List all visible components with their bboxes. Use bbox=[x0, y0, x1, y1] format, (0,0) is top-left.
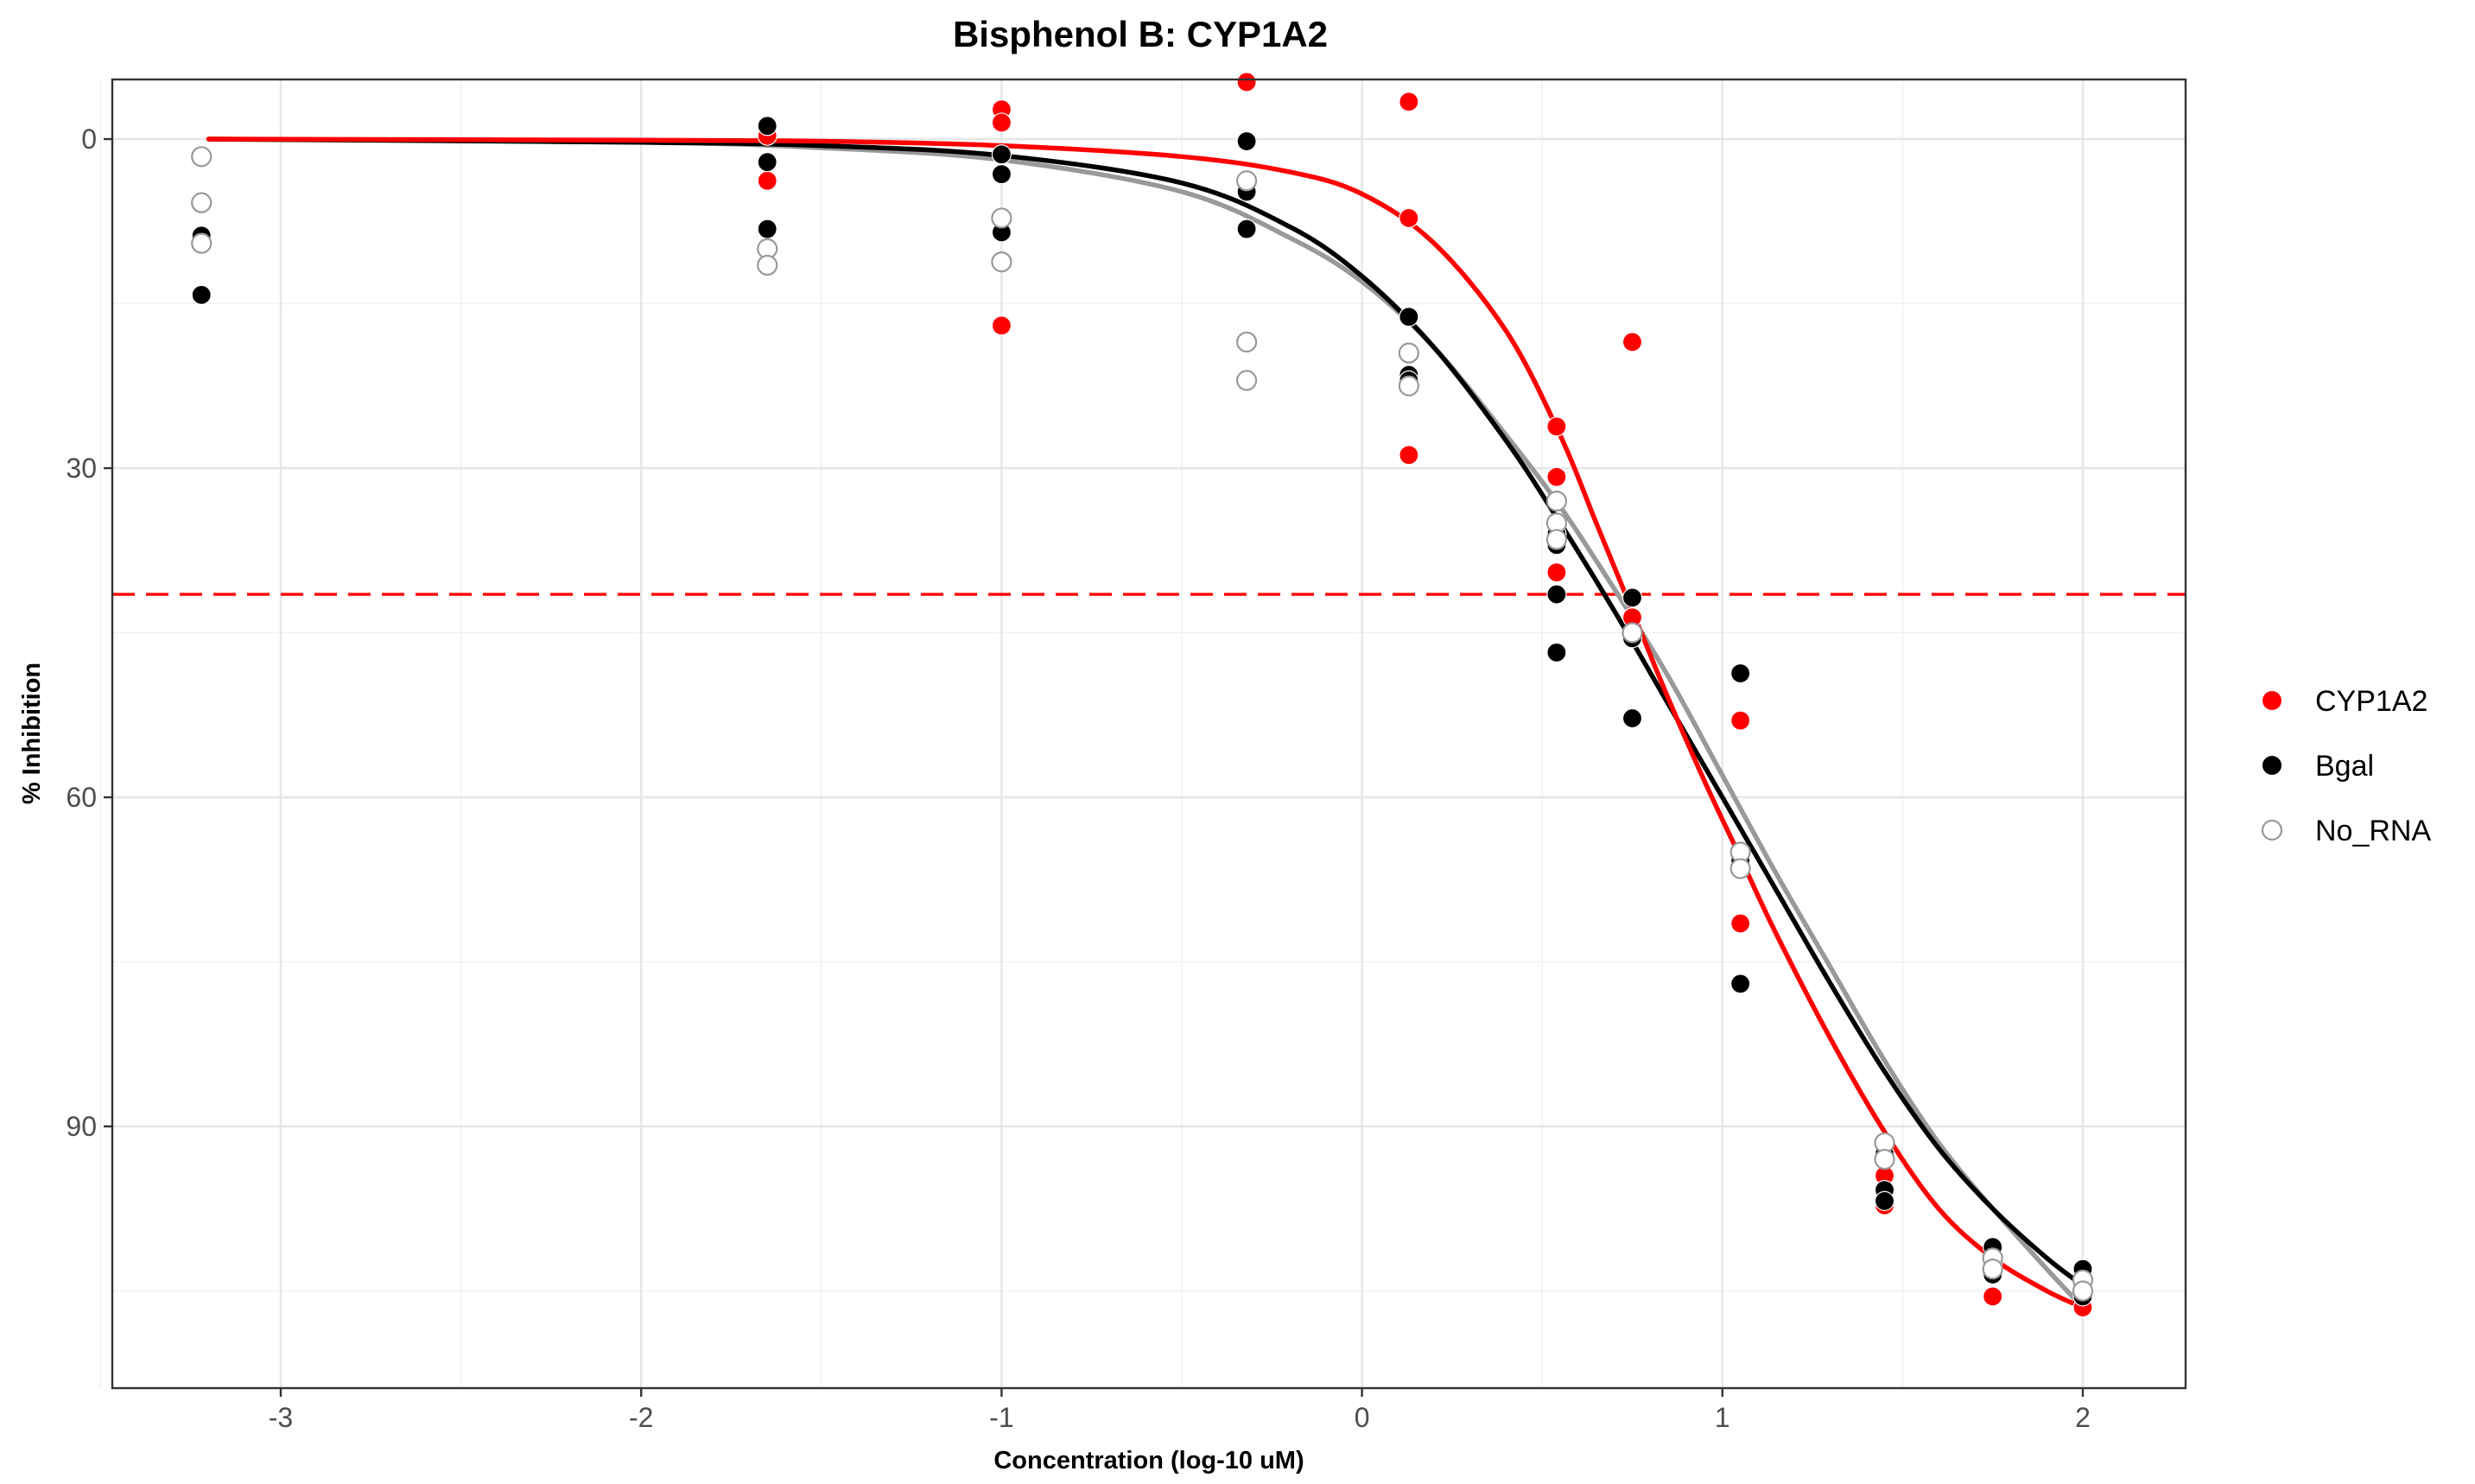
point-cyp1a2 bbox=[1621, 332, 1643, 352]
point-no-rna bbox=[1621, 622, 1643, 644]
point-cyp1a2 bbox=[991, 315, 1012, 336]
y-tick-label: 0 bbox=[81, 124, 97, 155]
point-bgal bbox=[991, 164, 1012, 185]
point-bgal bbox=[1546, 584, 1567, 605]
point-bgal bbox=[1874, 1190, 1895, 1211]
point-no-rna bbox=[1545, 529, 1567, 550]
point-cyp1a2 bbox=[1546, 466, 1567, 487]
x-axis: -3 -2 -1 0 1 2 bbox=[269, 1388, 2091, 1433]
point-bgal bbox=[1730, 973, 1751, 994]
point-cyp1a2 bbox=[1983, 1286, 2003, 1307]
point-no-rna bbox=[991, 251, 1012, 273]
x-tick-label: -2 bbox=[629, 1402, 653, 1433]
x-axis-title: Concentration (log-10 uM) bbox=[993, 1447, 1304, 1474]
point-cyp1a2 bbox=[1730, 710, 1751, 731]
point-bgal bbox=[1621, 587, 1643, 608]
fit-curve-cyp1a2 bbox=[206, 136, 2085, 1310]
point-cyp1a2 bbox=[1399, 207, 1419, 229]
point-bgal bbox=[1546, 642, 1567, 663]
point-bgal bbox=[1236, 130, 1257, 152]
point-cyp1a2 bbox=[1546, 416, 1567, 437]
point-cyp1a2 bbox=[757, 170, 777, 191]
point-bgal bbox=[1621, 707, 1643, 729]
point-cyp1a2 bbox=[1399, 445, 1419, 466]
plot-panel bbox=[99, 72, 2187, 1390]
legend-key-bgal bbox=[2262, 756, 2281, 775]
point-no-rna bbox=[1982, 1258, 2003, 1280]
fit-curves bbox=[206, 136, 2085, 1310]
point-no-rna bbox=[1235, 170, 1258, 192]
chart-title: Bisphenol B: CYP1A2 bbox=[953, 14, 1328, 54]
point-no-rna bbox=[1398, 342, 1419, 364]
point-bgal bbox=[757, 152, 777, 173]
x-tick-label: 2 bbox=[2075, 1402, 2091, 1433]
point-no-rna bbox=[991, 207, 1012, 229]
point-bgal bbox=[191, 284, 212, 305]
x-tick-label: -1 bbox=[989, 1402, 1013, 1433]
point-no-rna bbox=[1235, 370, 1258, 391]
point-bgal bbox=[757, 116, 777, 136]
point-no-rna bbox=[191, 192, 213, 213]
point-bgal bbox=[757, 219, 777, 239]
point-no-rna bbox=[2072, 1280, 2094, 1302]
point-no-rna bbox=[191, 232, 213, 254]
legend-key-cyp1a2 bbox=[2262, 691, 2281, 710]
point-cyp1a2 bbox=[1546, 562, 1567, 583]
legend-label-no-rna: No_RNA bbox=[2315, 815, 2431, 847]
point-cyp1a2 bbox=[1730, 913, 1751, 934]
x-tick-label: 1 bbox=[1715, 1402, 1730, 1433]
fit-curve-bgal bbox=[206, 136, 2085, 1288]
y-tick-label: 60 bbox=[66, 782, 97, 813]
point-bgal bbox=[1399, 307, 1419, 327]
point-bgal bbox=[991, 144, 1012, 165]
point-no-rna bbox=[757, 254, 778, 276]
point-no-rna bbox=[1235, 331, 1258, 353]
point-no-rna bbox=[1729, 858, 1751, 879]
x-tick-label: 0 bbox=[1355, 1402, 1370, 1433]
fit-curve-no-rna bbox=[206, 136, 2085, 1310]
y-tick-label: 30 bbox=[66, 453, 97, 484]
grid bbox=[99, 79, 2186, 1388]
x-tick-label: -3 bbox=[269, 1402, 293, 1433]
legend-label-bgal: Bgal bbox=[2315, 750, 2374, 783]
point-no-rna bbox=[1398, 375, 1419, 396]
point-no-rna bbox=[1874, 1148, 1895, 1170]
point-cyp1a2 bbox=[991, 112, 1012, 133]
point-no-rna bbox=[1545, 490, 1567, 512]
y-axis: 0 30 60 90 bbox=[66, 124, 112, 1142]
legend-label-cyp1a2: CYP1A2 bbox=[2315, 685, 2427, 718]
point-cyp1a2 bbox=[1236, 72, 1257, 92]
point-bgal bbox=[1730, 663, 1751, 684]
legend: CYP1A2 Bgal No_RNA bbox=[2261, 685, 2431, 847]
point-bgal bbox=[1236, 219, 1257, 239]
point-cyp1a2 bbox=[1399, 92, 1419, 112]
point-no-rna bbox=[191, 146, 213, 168]
data-points bbox=[191, 72, 2094, 1318]
y-axis-title: % Inhibition bbox=[18, 663, 46, 804]
y-tick-label: 90 bbox=[66, 1111, 97, 1142]
legend-key-no-rna bbox=[2261, 819, 2283, 841]
